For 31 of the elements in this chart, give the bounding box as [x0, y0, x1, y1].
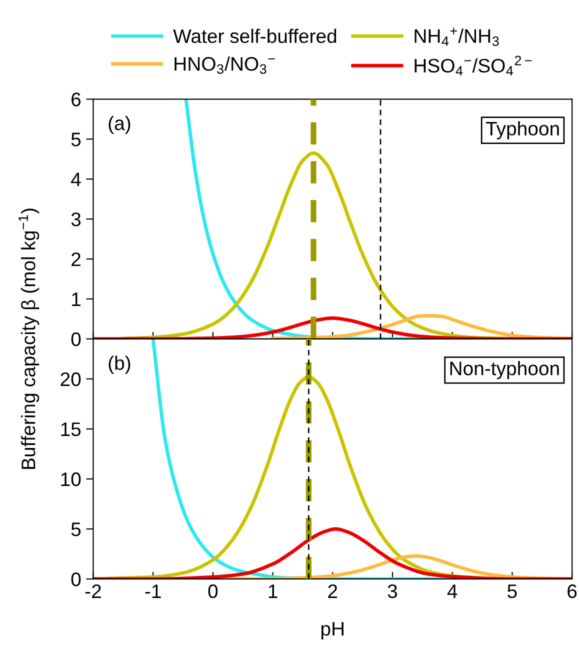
x-tick-label: 6 [568, 584, 577, 598]
x-tick-label: -1 [145, 584, 161, 598]
legend-label: NH$_{4}$$^{+}$/NH$_{3}$ [414, 28, 499, 46]
x-tick-label: 2 [328, 584, 338, 598]
annotation: (a) [108, 116, 130, 134]
y-tick-label: 5 [71, 132, 81, 146]
y-tick-label: 15 [61, 422, 81, 436]
y-tick-label: 5 [71, 522, 81, 536]
x-tick-label: -2 [85, 584, 101, 598]
legend-label: Water self-buffered [173, 28, 336, 44]
x-tick-label: 3 [388, 584, 398, 598]
y-tick-label: 20 [60, 372, 81, 386]
annotation: (b) [108, 356, 130, 374]
x-tick-label: 0 [208, 584, 218, 598]
x-tick-label: 4 [447, 584, 458, 598]
y-tick-label: 1 [72, 292, 80, 306]
y-tick-label: 10 [61, 472, 81, 486]
y-tick-label: 3 [71, 212, 81, 226]
annotation: Typhoon [486, 121, 559, 140]
x-tick-label: 5 [508, 584, 517, 598]
y-tick-label: 0 [71, 332, 81, 346]
y-tick-label: 2 [72, 252, 80, 266]
x-tick-label: 1 [268, 584, 278, 598]
legend-label: HSO$_{4}$$^{−}$/SO$_{4}$$^{2−}$ [414, 56, 532, 76]
x-axis-title: pH [321, 622, 344, 640]
legend-label: HNO$_{3}$/NO$_{3}$$^{−}$ [174, 56, 275, 74]
y-tick-label: 4 [71, 172, 81, 186]
y-axis-title: Buffering capacity β (mol kg$^{−1}$) [18, 208, 40, 469]
annotation: Non-typhoon [450, 361, 559, 380]
y-tick-label: 0 [71, 572, 81, 586]
y-tick-label: 6 [72, 92, 81, 106]
